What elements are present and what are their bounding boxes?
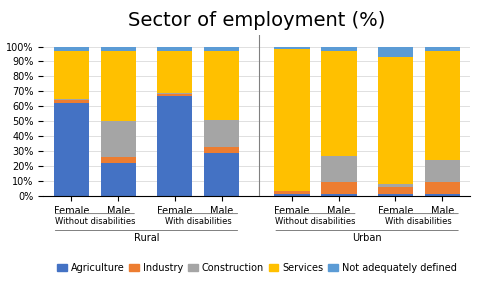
Bar [275,194,310,196]
Bar [157,93,192,94]
Bar [425,182,460,194]
Bar [101,46,136,51]
Bar [54,100,89,103]
Bar [54,99,89,100]
Bar [378,187,413,194]
Bar [204,153,239,196]
Bar [204,147,239,153]
Text: Without disabilities: Without disabilities [55,217,135,226]
Bar [321,51,357,156]
Bar [321,182,357,194]
Text: With disabilities: With disabilities [385,217,452,226]
Text: Without disabilities: Without disabilities [275,217,356,226]
Bar [378,57,413,184]
Text: Rural: Rural [134,233,159,243]
Bar [157,96,192,196]
Bar [54,51,89,99]
Bar [204,51,239,120]
Bar [101,51,136,121]
Bar [157,94,192,96]
Bar [101,163,136,196]
Bar [425,194,460,196]
Bar [321,194,357,196]
Bar [378,46,413,57]
Bar [425,51,460,160]
Bar [157,46,192,51]
Bar [425,160,460,182]
Bar [101,121,136,157]
Bar [321,156,357,182]
Bar [275,191,310,194]
Bar [275,46,310,50]
Bar [378,184,413,187]
Bar [54,103,89,196]
Bar [321,46,357,51]
Title: Sector of employment (%): Sector of employment (%) [128,11,385,30]
Bar [204,46,239,51]
Bar [157,51,192,93]
Bar [204,120,239,147]
Text: With disabilities: With disabilities [165,217,231,226]
Bar [378,194,413,196]
Bar [54,46,89,51]
Text: Urban: Urban [352,233,382,243]
Bar [425,46,460,51]
Legend: Agriculture, Industry, Construction, Services, Not adequately defined: Agriculture, Industry, Construction, Ser… [53,259,461,276]
Bar [101,157,136,163]
Bar [275,50,310,191]
